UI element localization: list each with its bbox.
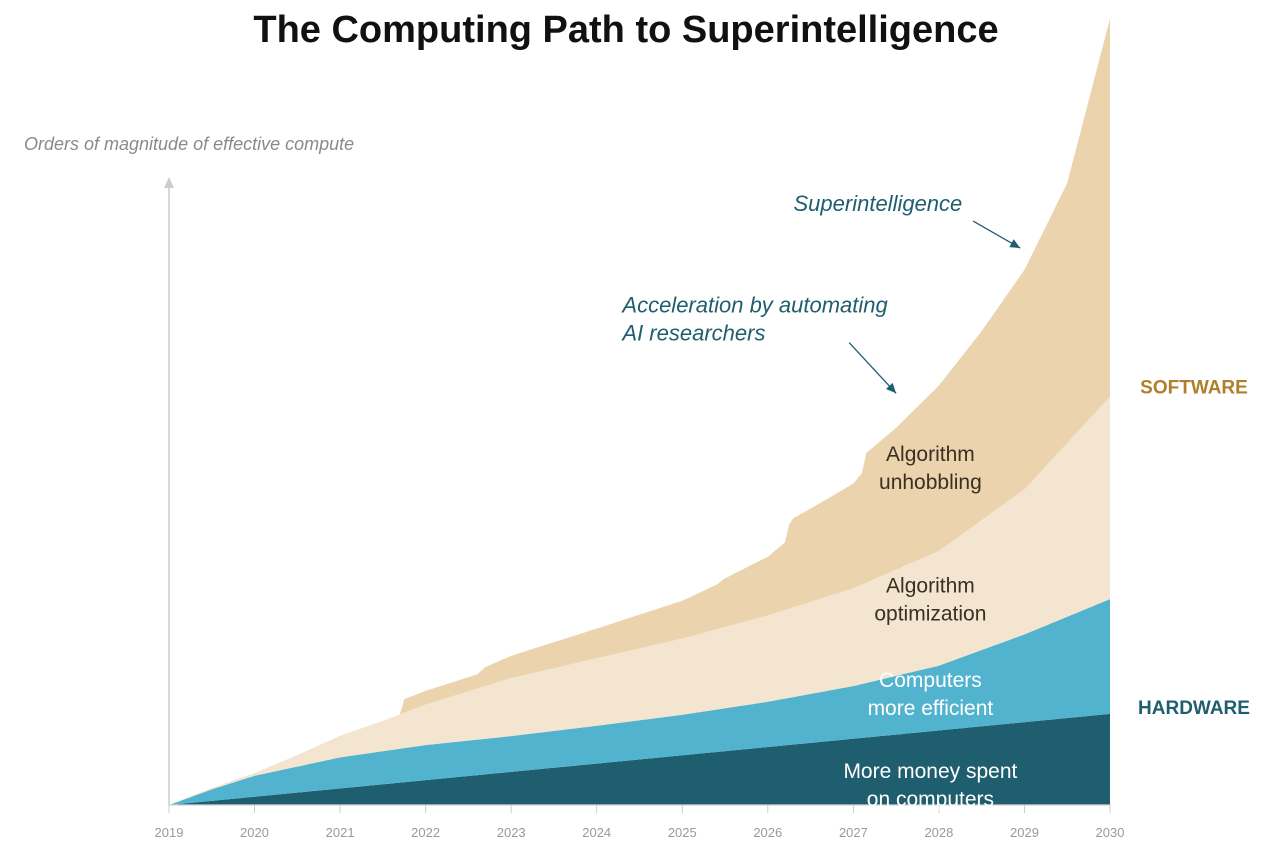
label-more-money-spent-on-computers: More money spent on computers [843, 760, 1017, 811]
annotations: Superintelligence Acceleration by automat… [620, 191, 1021, 394]
chart-title: The Computing Path to Superintelligence [253, 9, 998, 51]
area-more-money-spent-on-computers [169, 713, 1110, 805]
x-tick-label: 2022 [411, 825, 440, 840]
side-label-hardware: HARDWARE [1138, 698, 1250, 719]
label-line: optimization [874, 602, 986, 625]
x-axis-ticks: 2019 2020 2021 2022 2023 2024 2025 2026 2027 2028… [155, 805, 1125, 840]
annotation-arrow-line [848, 342, 897, 394]
x-tick-label: 2029 [1010, 825, 1039, 840]
annotation-line: Acceleration by automating [620, 292, 888, 317]
x-tick-label: 2028 [924, 825, 953, 840]
annotation-arrowhead [1009, 239, 1021, 249]
label-line: more efficient [868, 697, 994, 720]
y-axis-label: Orders of magnitude of effective compute [24, 134, 354, 154]
annotation-arrowhead [886, 382, 897, 394]
side-label-software: SOFTWARE [1140, 377, 1248, 398]
label-algorithm-optimization: Algorithm optimization [874, 574, 986, 625]
area-algorithm-optimization [169, 396, 1110, 805]
x-tick-label: 2019 [155, 825, 184, 840]
label-line: Computers [879, 669, 982, 692]
x-tick-label: 2026 [753, 825, 782, 840]
annotation-acceleration-by-automating: Acceleration by automating AI researchers [620, 292, 888, 345]
label-computers-more-efficient: Computers more efficient [868, 669, 994, 720]
annotation-superintelligence: Superintelligence [794, 191, 963, 216]
x-tick-label: 2030 [1096, 825, 1125, 840]
label-line: unhobbling [879, 471, 982, 494]
area-layers [169, 18, 1110, 805]
label-line: Algorithm [886, 443, 975, 466]
area-algorithm-unhobbling [400, 18, 1110, 715]
label-line: Algorithm [886, 574, 975, 597]
label-algorithm-unhobbling: Algorithm unhobbling [879, 443, 982, 494]
side-labels: SOFTWARE HARDWARE [1138, 377, 1250, 719]
x-tick-label: 2027 [839, 825, 868, 840]
label-line: More money spent [843, 760, 1017, 783]
x-tick-label: 2024 [582, 825, 611, 840]
x-tick-label: 2020 [240, 825, 269, 840]
x-tick-label: 2025 [668, 825, 697, 840]
area-computers-more-efficient [169, 599, 1110, 805]
label-line: on computers [867, 788, 994, 811]
layer-labels: More money spent on computers Computers mor… [843, 443, 1017, 811]
y-axis-arrowhead [164, 177, 174, 188]
x-tick-label: 2023 [497, 825, 526, 840]
x-tick-label: 2021 [326, 825, 355, 840]
annotation-line: Superintelligence [794, 191, 963, 216]
annotation-line: AI researchers [620, 320, 765, 345]
